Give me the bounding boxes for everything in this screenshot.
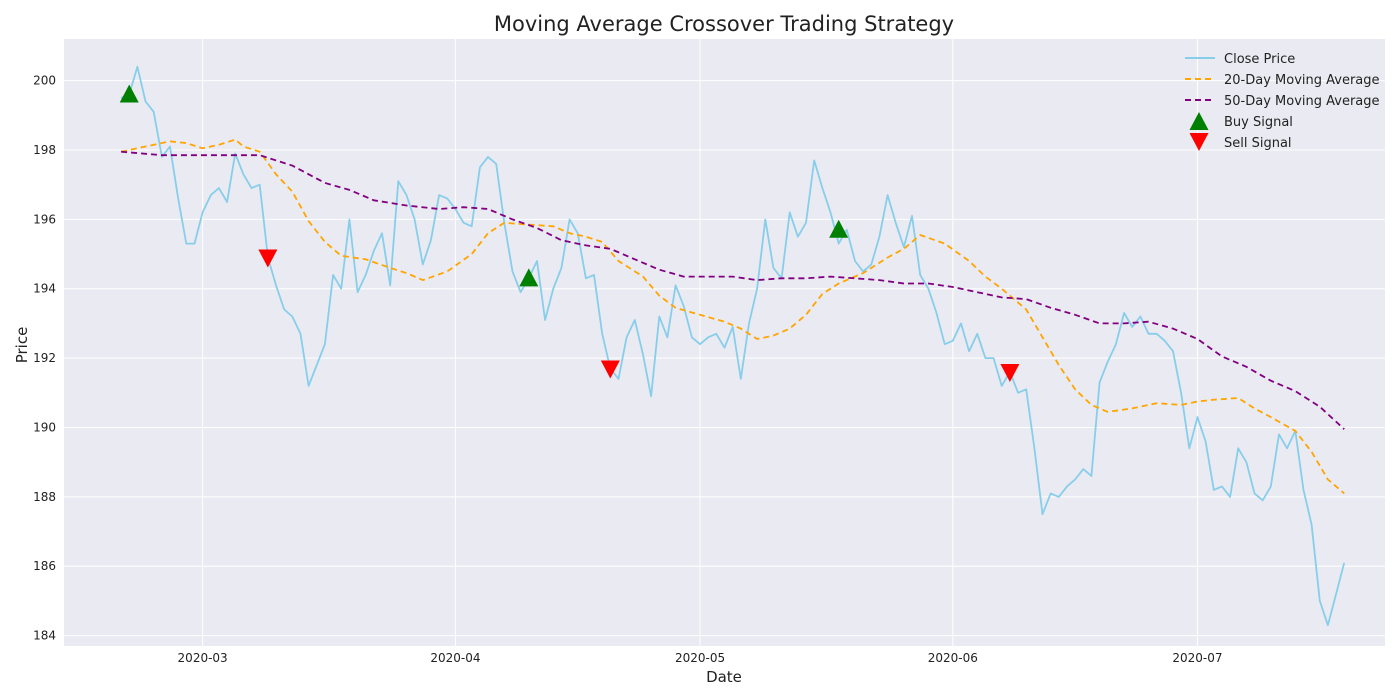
legend-sell-signal: Sell Signal: [1224, 136, 1292, 151]
buy-signal-marker: [829, 219, 849, 238]
sell-signal-marker: [258, 249, 278, 268]
ma50-line: [121, 150, 1345, 430]
x-tick-label: 2020-03: [178, 651, 228, 665]
y-axis-label: Price: [13, 327, 31, 364]
tick-labels: 184 186 188 190 192 194 196 198 200 2020-03 2020-0…: [33, 74, 1222, 665]
series: [120, 65, 1346, 627]
signal-markers: [119, 84, 1020, 382]
buy-signal-marker: [119, 84, 139, 103]
plot-area: [64, 39, 1385, 646]
legend-buy-signal-marker: [1189, 112, 1209, 130]
sell-signal-marker: [600, 360, 620, 379]
x-tick-label: 2020-07: [1172, 651, 1222, 665]
legend: Close Price 20-Day Moving Average 50-Day…: [1185, 52, 1380, 151]
legend-close-price: Close Price: [1224, 52, 1295, 67]
y-tick-label: 186: [33, 559, 56, 573]
legend-ma20: 20-Day Moving Average: [1224, 73, 1380, 88]
y-tick-label: 194: [33, 282, 56, 296]
x-axis-label: Date: [706, 668, 742, 686]
y-tick-label: 188: [33, 490, 56, 504]
close-price-line: [120, 65, 1346, 627]
ma20-line: [120, 138, 1345, 495]
y-tick-label: 184: [33, 629, 56, 643]
x-tick-label: 2020-04: [430, 651, 480, 665]
y-tick-label: 190: [33, 420, 56, 434]
x-tick-label: 2020-05: [675, 651, 725, 665]
buy-signal-marker: [519, 268, 539, 287]
y-tick-label: 200: [33, 74, 56, 88]
y-tick-label: 198: [33, 143, 56, 157]
sell-signal-marker: [1000, 363, 1020, 382]
grid: [64, 39, 1385, 646]
legend-sell-signal-marker: [1189, 133, 1209, 151]
legend-ma50: 50-Day Moving Average: [1224, 94, 1380, 109]
x-tick-label: 2020-06: [928, 651, 978, 665]
chart-title: Moving Average Crossover Trading Strateg…: [494, 12, 954, 36]
y-tick-label: 196: [33, 212, 56, 226]
y-tick-label: 192: [33, 351, 56, 365]
legend-buy-signal: Buy Signal: [1224, 115, 1293, 130]
